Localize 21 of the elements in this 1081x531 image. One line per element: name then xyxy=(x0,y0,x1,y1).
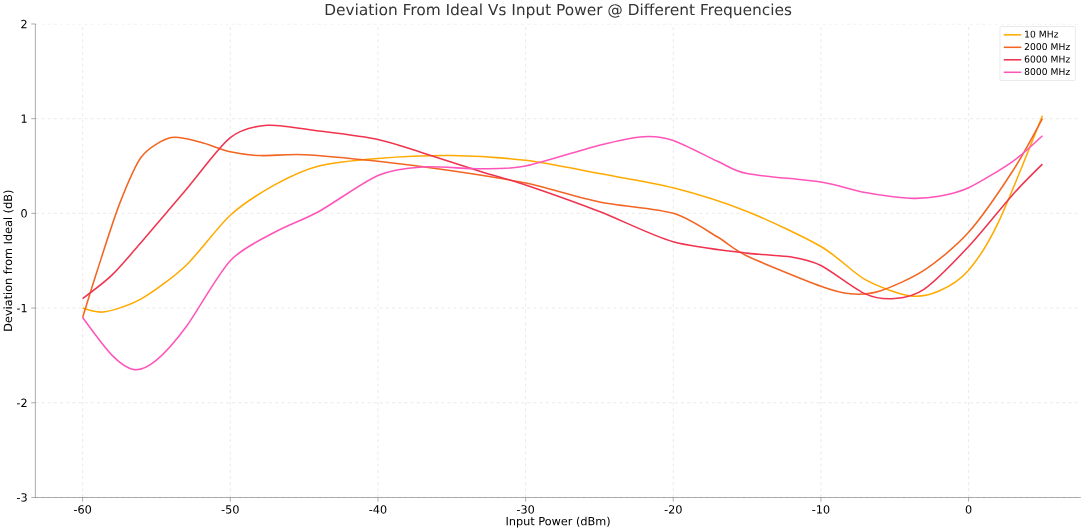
y-tick-label: -1 xyxy=(16,303,27,313)
legend-label: 6000 MHz xyxy=(1024,55,1070,63)
x-tick-label: -20 xyxy=(664,505,682,514)
y-tick-label: -2 xyxy=(16,398,27,407)
x-tick-label: 0 xyxy=(965,505,972,514)
legend-label: 10 MHz xyxy=(1025,30,1059,38)
legend-label: 8000 MHz xyxy=(1024,68,1070,76)
x-tick-label: -30 xyxy=(516,505,535,514)
x-tick-label: -10 xyxy=(812,505,830,514)
line-series xyxy=(81,134,1044,371)
x-tick-label: -40 xyxy=(369,505,387,514)
y-axis-title: Deviation from Ideal (dB) xyxy=(3,190,14,331)
y-tick-label: -3 xyxy=(16,493,27,502)
x-axis-title: Input Power (dBm) xyxy=(506,516,610,528)
y-tick-label: 0 xyxy=(21,209,27,218)
x-tick-label: -50 xyxy=(221,505,239,514)
x-tick-label: -60 xyxy=(73,505,92,514)
y-tick-label: 1 xyxy=(21,114,27,123)
chart-title: Deviation From Ideal Vs Input Power @ Different Frequencies xyxy=(325,3,792,19)
legend-label: 2000 MHz xyxy=(1024,43,1070,51)
y-tick-label: 2 xyxy=(21,19,27,29)
